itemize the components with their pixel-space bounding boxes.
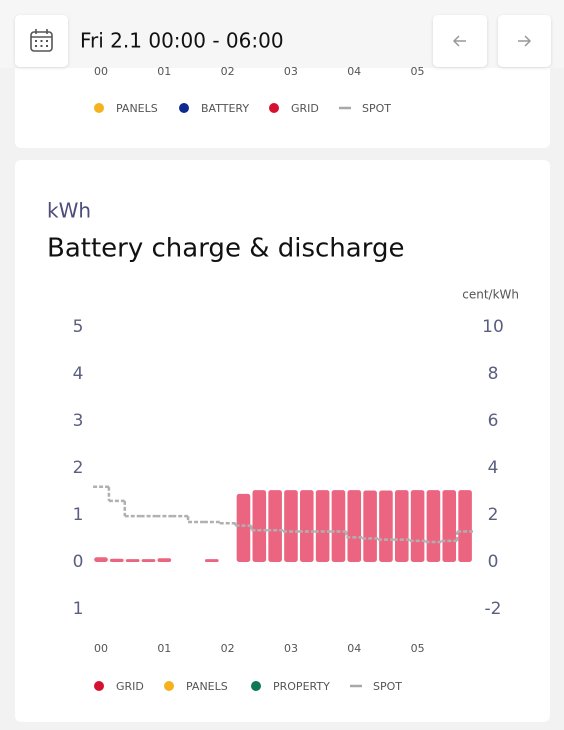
legend-label: PANELS [186, 680, 228, 693]
legend-swatch [179, 103, 189, 113]
bar [125, 559, 140, 562]
x-tick-label: 02 [221, 65, 235, 78]
bar [426, 490, 441, 562]
y-tick-label: 0 [73, 552, 84, 572]
top-chart: 00 01 02 03 04 05 PANELS BATTERY GRID SPOT [94, 65, 425, 115]
y2-tick-label: -2 [485, 599, 502, 619]
legend-label: PANELS [116, 102, 158, 115]
y2-tick-label: 6 [488, 411, 499, 431]
bar [410, 490, 425, 562]
x-tick-label: 01 [157, 642, 171, 655]
y-tick-label: 1 [73, 599, 84, 619]
legend-swatch [269, 103, 279, 113]
legend-swatch [164, 681, 174, 691]
legend-label: SPOT [362, 102, 391, 115]
y-tick-label: 5 [73, 317, 84, 337]
bar [347, 490, 362, 562]
arrow-left [452, 35, 466, 47]
legend-label: GRID [291, 102, 319, 115]
x-tick-label: 01 [157, 65, 171, 78]
bar [299, 490, 314, 562]
calendar-button[interactable] [15, 15, 68, 67]
legend-label: PROPERTY [273, 680, 330, 693]
legend-label: BATTERY [201, 102, 249, 115]
y2-tick-label: 8 [488, 364, 499, 384]
y-tick-label: 3 [73, 411, 84, 431]
y-tick-label: 1 [73, 505, 84, 525]
x-tick-label: 00 [94, 642, 108, 655]
bar [284, 490, 298, 562]
bar [236, 493, 251, 562]
bar [363, 490, 377, 562]
bar [442, 490, 457, 562]
legend-label: SPOT [373, 680, 402, 693]
bar [379, 490, 393, 562]
x-tick-label: 03 [284, 65, 298, 78]
x-tick-label: 02 [221, 642, 235, 655]
x-tick-label: 03 [284, 642, 298, 655]
x-tick-label: 05 [411, 642, 425, 655]
x-tick-label: 04 [347, 65, 361, 78]
next-button[interactable] [498, 15, 551, 67]
bar [94, 557, 108, 562]
legend-swatch [94, 681, 104, 691]
y-axis-unit: kWh [47, 199, 91, 223]
bar [252, 490, 267, 562]
y2-tick-label: 4 [488, 458, 499, 478]
legend-swatch [94, 103, 104, 113]
calendar-icon [30, 29, 53, 52]
bar [141, 559, 156, 562]
y-tick-label: 2 [73, 458, 84, 478]
bar [110, 558, 124, 562]
bar [458, 490, 472, 562]
legend-label: GRID [116, 680, 144, 693]
chart-card [15, 160, 550, 722]
bar [157, 558, 172, 562]
y2-tick-label: 2 [488, 505, 499, 525]
y2-tick-label: 0 [488, 552, 499, 572]
bar [331, 490, 346, 562]
legend-swatch [251, 681, 261, 691]
x-tick-label: 00 [94, 65, 108, 78]
bar [268, 490, 282, 562]
calendar-dots [35, 40, 48, 47]
bar [394, 490, 409, 562]
bar [315, 490, 330, 562]
y2-tick-label: 10 [482, 317, 504, 337]
date-range: Fri 2.1 00:00 - 06:00 [80, 29, 284, 53]
x-tick-label: 05 [411, 65, 425, 78]
arrow-right [518, 35, 532, 47]
bar [205, 559, 219, 562]
chart-title: Battery charge & discharge [47, 234, 404, 264]
y2-axis-unit: cent/kWh [462, 288, 519, 302]
prev-button[interactable] [433, 15, 487, 67]
y-tick-label: 4 [73, 364, 84, 384]
x-tick-label: 04 [347, 642, 361, 655]
